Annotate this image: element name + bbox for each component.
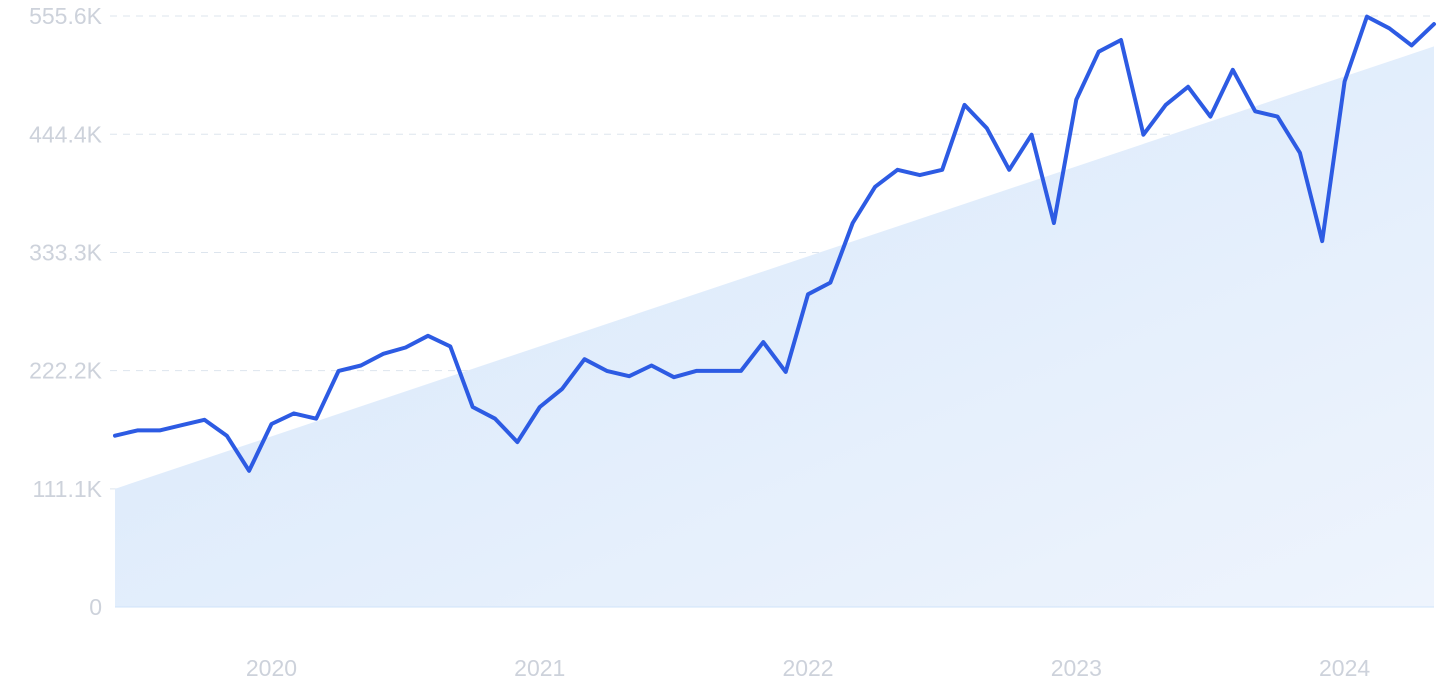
y-axis: 0 111.1K 222.2K 333.3K 444.4K 555.6K — [29, 3, 103, 620]
x-tick-label: 2023 — [1051, 655, 1102, 681]
x-tick-label: 2022 — [782, 655, 833, 681]
series-line — [113, 14, 1436, 473]
y-tick-label: 333.3K — [29, 239, 103, 265]
x-tick-label: 2021 — [514, 655, 565, 681]
y-tick-label: 222.2K — [29, 358, 103, 384]
y-tick-label: 555.6K — [29, 3, 103, 29]
y-tick-label: 111.1K — [33, 476, 103, 502]
x-tick-label: 2020 — [246, 655, 297, 681]
trend-area-fill — [115, 46, 1434, 608]
x-axis: 2020 2021 2022 2023 2024 — [246, 655, 1370, 681]
x-tick-label: 2024 — [1319, 655, 1370, 681]
y-tick-label: 0 — [89, 594, 102, 620]
trend-area — [115, 46, 1434, 608]
y-tick-label: 444.4K — [29, 121, 103, 147]
series-lines — [113, 14, 1436, 473]
